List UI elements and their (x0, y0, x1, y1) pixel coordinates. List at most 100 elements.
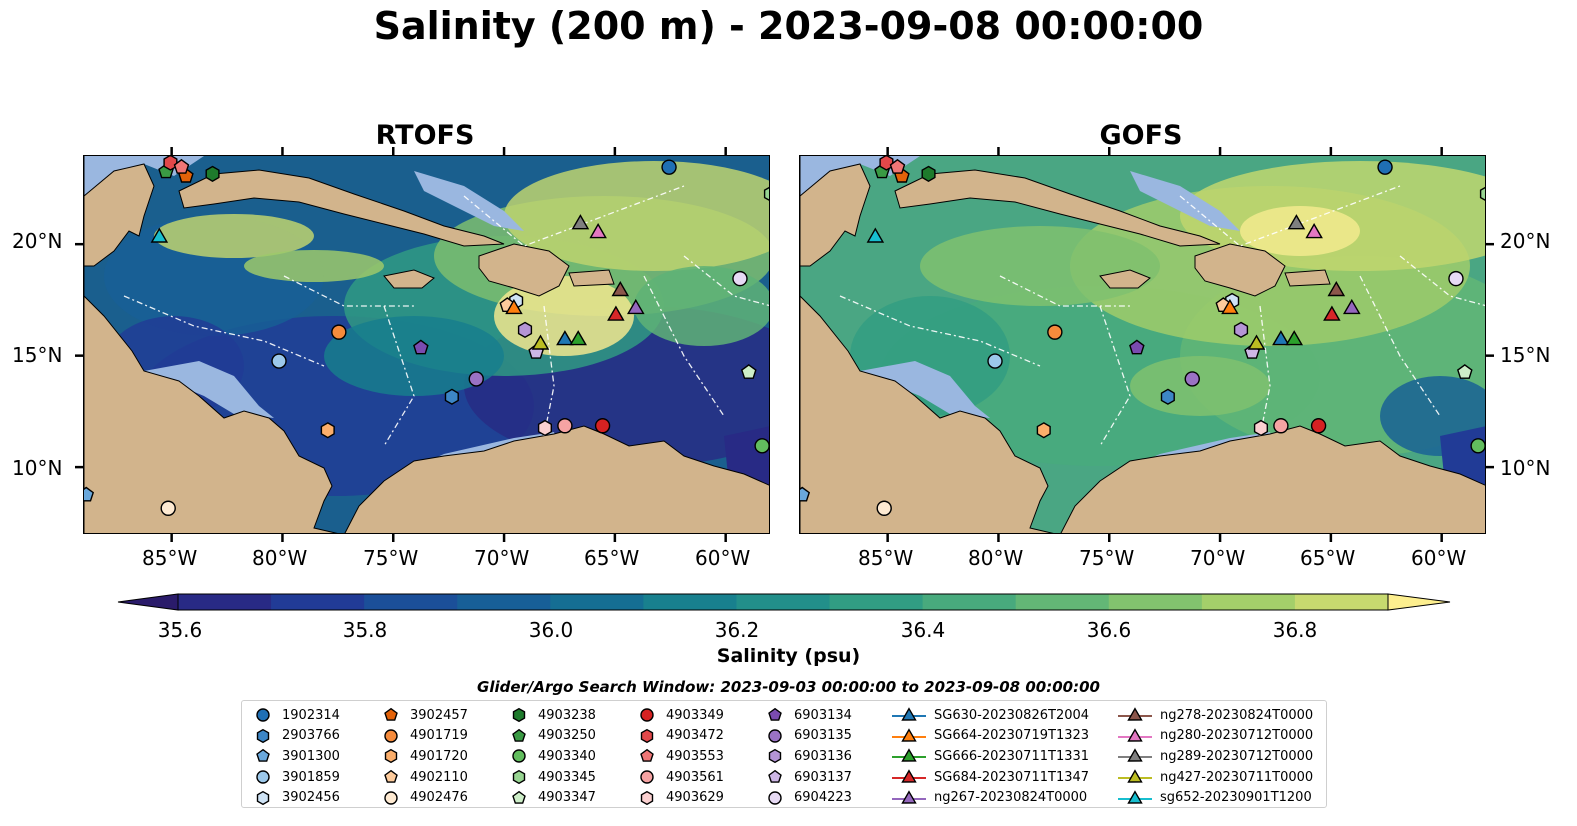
legend-marker (640, 708, 654, 722)
legend-label: 4903472 (666, 728, 724, 744)
platform-6904223 (1448, 270, 1464, 287)
legend-marker-icon (892, 769, 926, 783)
legend-marker (256, 749, 270, 763)
legend-marker-icon (512, 708, 526, 723)
legend-item: 4902110 (380, 767, 468, 788)
platform-markers (84, 156, 769, 516)
colorbar-tick-36-2: 36.2 (714, 618, 760, 642)
legend-marker-icon (512, 790, 526, 804)
legend-label: 4903347 (538, 790, 596, 806)
platform-4903347 (1456, 364, 1473, 379)
legend-item: 6904223 (764, 787, 852, 808)
jamaica-land (383, 269, 435, 289)
legend-label: 6904223 (794, 790, 852, 806)
legend-marker (640, 728, 654, 743)
legend-column: 1902314 2903766 3901300 3901859 3902456 (252, 705, 340, 808)
legend-marker-icon (892, 728, 926, 742)
platform-ng427-20230711T0000 (531, 334, 550, 350)
cuba-land (894, 169, 1221, 247)
legend-marker-icon (768, 790, 782, 805)
bahamas-bank (1130, 171, 1240, 231)
legend-marker-icon (768, 729, 782, 743)
nicaragua-shelf (860, 361, 990, 418)
lat-label-20n-left: 20°N (12, 229, 63, 253)
eez-boundary (999, 275, 1130, 307)
eez-boundary (1259, 305, 1271, 437)
legend-item: 4903553 (636, 746, 724, 767)
salinity-patch (634, 266, 769, 346)
platform-6903134 (1129, 339, 1145, 355)
platform-4903349 (594, 418, 611, 434)
platform-SG630-20230826T2004 (1272, 330, 1290, 346)
legend-item: ng280-20230712T0000 (1118, 726, 1313, 747)
legend-marker (512, 749, 526, 764)
legend-marker (256, 770, 270, 784)
legend-marker (384, 790, 398, 805)
legend-label: sg652-20230901T1200 (1160, 790, 1312, 806)
panel-title-rtofs: RTOFS (375, 120, 475, 151)
panel-title-gofs: GOFS (1099, 120, 1183, 151)
platform-SG684-20230711T1347 (1323, 305, 1341, 321)
platform-4902476 (160, 500, 176, 516)
legend-marker-icon (1118, 748, 1152, 763)
lon-label-60w-right: 60°W (1411, 546, 1467, 570)
legend-marker-icon (256, 790, 270, 805)
legend-item: 4901719 (380, 726, 468, 747)
rtofs-salinity-map (83, 155, 770, 534)
legend-label: ng280-20230712T0000 (1160, 728, 1314, 744)
platform-3901300 (800, 486, 811, 502)
south-america-land (344, 425, 769, 533)
legend-marker (1127, 728, 1143, 742)
legend-marker (512, 728, 526, 742)
legend-marker (640, 770, 654, 784)
legend-label: 4901719 (410, 728, 468, 744)
platform-ng267-20230824T0000 (1342, 298, 1361, 315)
lon-label-65w-right: 65°W (1300, 546, 1356, 570)
colorbar-tick-36-0: 36.0 (528, 618, 574, 642)
legend-marker-icon (384, 708, 398, 722)
legend-label: SG684-20230711T1347 (934, 769, 1090, 785)
legend-label: 4903561 (666, 769, 724, 785)
colorbar-segment (1015, 594, 1110, 610)
legend-marker (384, 749, 398, 764)
colorbar-segment (271, 594, 365, 610)
lon-label-80w-left: 80°W (252, 546, 308, 570)
legend-item: 4903340 (508, 746, 596, 767)
rtofs-map-canvas (84, 156, 769, 533)
platform-SG630-20230826T2004 (556, 330, 574, 346)
platform-4903629 (1253, 419, 1268, 437)
legend-label: 2903766 (282, 728, 340, 744)
legend-marker-icon (640, 770, 654, 784)
legend-label: SG630-20230826T2004 (934, 707, 1090, 723)
salinity-patch (244, 250, 384, 282)
legend-item: 6903134 (764, 705, 852, 726)
legend-marker (901, 789, 917, 804)
legend-item: 3901300 (252, 746, 340, 767)
platform-legend: 1902314 2903766 3901300 3901859 3902456 39024… (241, 700, 1327, 808)
legend-item: 4903629 (636, 787, 724, 808)
legend-label: 6903135 (794, 728, 852, 744)
platform-3901859 (271, 353, 287, 369)
lon-label-80w-right: 80°W (968, 546, 1024, 570)
legend-label: 3902457 (410, 707, 468, 723)
salinity-patch (504, 161, 769, 271)
colorbar-frame (177, 593, 1389, 611)
platform-4903561 (1273, 418, 1289, 434)
lat-label-10n-right: 10°N (1500, 456, 1551, 480)
legend-marker-icon (512, 749, 526, 764)
platform-4902476 (876, 500, 892, 516)
eez-boundary (683, 255, 769, 307)
gofs-salinity-map (799, 155, 1486, 534)
legend-item: SG664-20230719T1323 (892, 726, 1089, 747)
colorbar-extend-high (1387, 593, 1451, 611)
legend-marker (384, 729, 398, 743)
salinity-patch (1240, 206, 1360, 256)
platform-4903238 (921, 165, 936, 183)
colorbar-tick-36-6: 36.6 (1086, 618, 1132, 642)
legend-label: 4902476 (410, 790, 468, 806)
platform-sg652-20230901T1200 (150, 227, 169, 243)
legend-label: 4901720 (410, 748, 468, 764)
platform-ng267-20230824T0000 (626, 298, 645, 315)
legend-item: 3902456 (252, 787, 340, 808)
bahamas-bank (414, 171, 524, 231)
